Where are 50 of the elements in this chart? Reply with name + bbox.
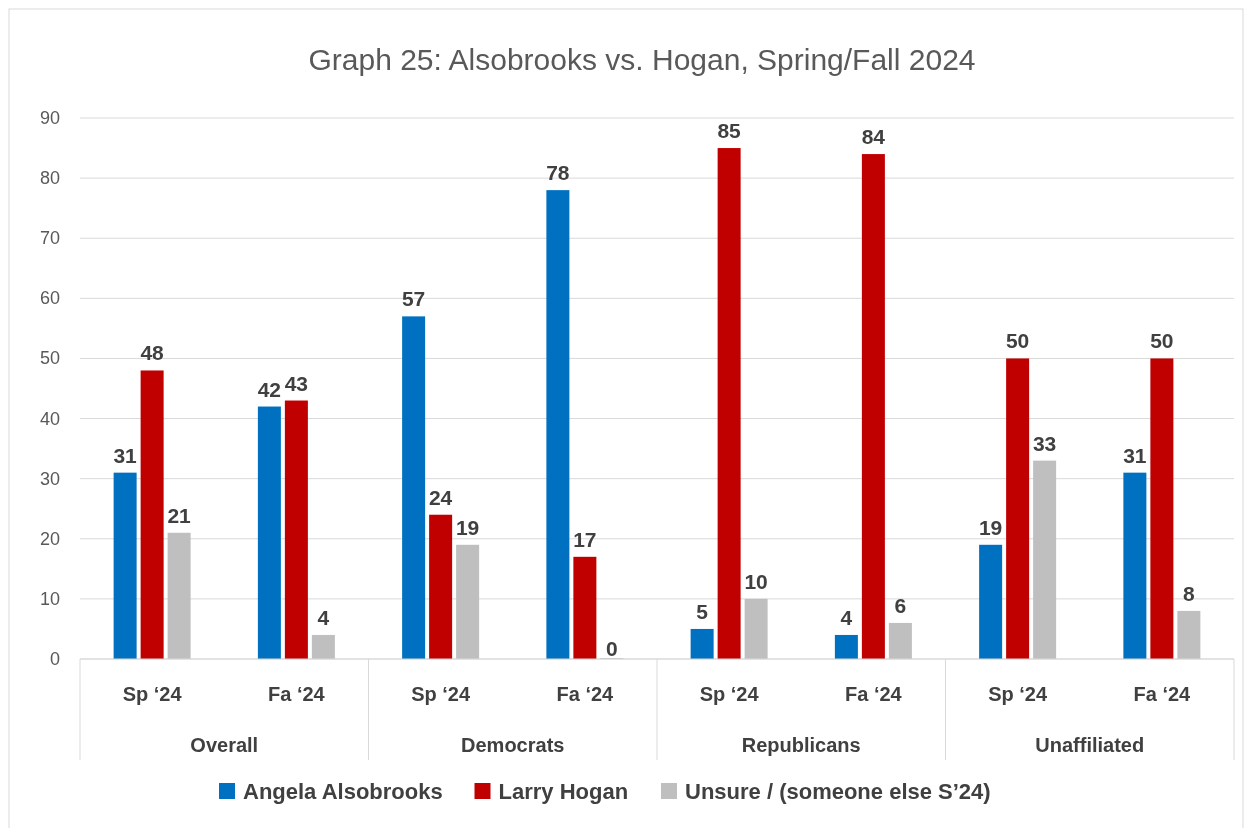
data-label: 43 <box>284 371 309 395</box>
data-label: 8 <box>1183 581 1196 605</box>
x-tick-label: Fa ‘24 <box>556 683 615 705</box>
data-label: 17 <box>573 527 597 551</box>
data-label: 78 <box>546 161 570 185</box>
data-label: 10 <box>744 569 768 593</box>
legend-label: Larry Hogan <box>498 779 629 804</box>
data-label: 31 <box>113 443 138 467</box>
data-label: 5 <box>696 599 709 623</box>
y-tick-label: 20 <box>39 528 60 549</box>
data-label: 24 <box>428 485 453 509</box>
data-label: 85 <box>717 119 742 143</box>
y-tick-label: 90 <box>39 108 60 128</box>
data-label: 0 <box>606 637 618 660</box>
data-label: 50 <box>1150 329 1174 353</box>
data-label: 48 <box>140 341 165 365</box>
y-tick-label: 0 <box>49 649 60 669</box>
text: Unaffiliated <box>1035 734 1145 756</box>
data-label: 6 <box>894 593 907 617</box>
y-tick-label: 70 <box>39 228 60 249</box>
text: Overall <box>190 734 259 756</box>
x-tick-label: Fa ‘24 <box>845 683 903 705</box>
data-label: 33 <box>1032 431 1057 455</box>
data-label: 84 <box>861 125 886 149</box>
x-tick-label: Sp ‘24 <box>699 683 760 705</box>
data-label: 4 <box>840 605 853 629</box>
y-tick-label: 50 <box>39 348 60 369</box>
x-tick-label: Sp ‘24 <box>122 683 183 705</box>
y-tick-label: 10 <box>39 588 60 609</box>
data-label: 31 <box>1123 443 1147 467</box>
x-tick-label: Sp ‘24 <box>411 683 471 705</box>
data-label: 42 <box>257 377 282 401</box>
data-label: 19 <box>455 515 480 539</box>
y-tick-label: 80 <box>39 168 60 189</box>
y-tick-label: 30 <box>39 468 60 489</box>
x-tick-label: Sp ‘24 <box>988 683 1048 705</box>
data-label: 21 <box>167 503 192 527</box>
text: Republicans <box>741 734 861 756</box>
y-tick-label: 60 <box>39 288 60 309</box>
text: Democrats <box>461 734 565 756</box>
legend-label: Angela Alsobrooks <box>243 779 443 804</box>
y-tick-label: 40 <box>39 408 60 429</box>
data-label: 19 <box>978 515 1003 539</box>
data-label: 57 <box>401 287 426 311</box>
data-label: 50 <box>1005 329 1030 353</box>
legend-label: Unsure / (someone else S’24) <box>685 779 991 804</box>
chart-title: Graph 25: Alsobrooks vs. Hogan, Spring/Fall 2024 <box>308 43 976 76</box>
x-tick-label: Fa ‘24 <box>268 683 326 705</box>
data-label: 4 <box>317 605 330 629</box>
x-tick-label: Fa ‘24 <box>1133 683 1192 705</box>
